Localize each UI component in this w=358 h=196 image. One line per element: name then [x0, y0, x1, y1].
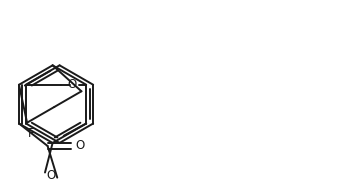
Text: O: O [47, 169, 56, 182]
Text: F: F [28, 127, 35, 140]
Text: O: O [75, 140, 84, 152]
Text: O: O [68, 78, 77, 91]
